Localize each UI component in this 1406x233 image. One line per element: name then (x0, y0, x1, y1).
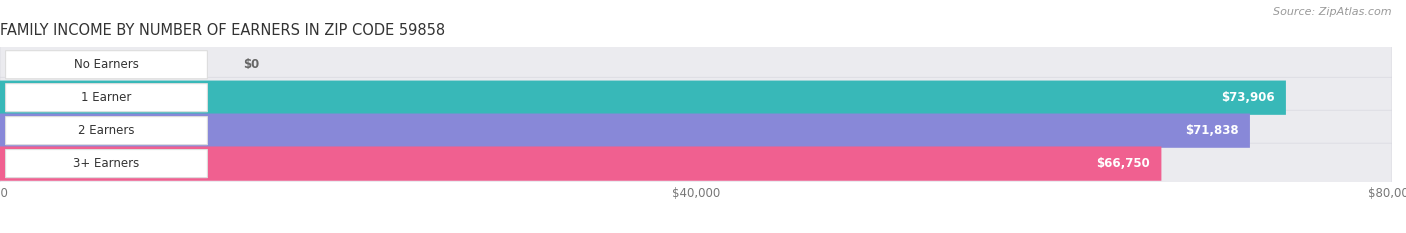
FancyBboxPatch shape (0, 110, 1392, 151)
FancyBboxPatch shape (0, 77, 1392, 118)
FancyBboxPatch shape (6, 84, 208, 112)
Text: 1 Earner: 1 Earner (82, 91, 132, 104)
Text: FAMILY INCOME BY NUMBER OF EARNERS IN ZIP CODE 59858: FAMILY INCOME BY NUMBER OF EARNERS IN ZI… (0, 24, 446, 38)
Text: 3+ Earners: 3+ Earners (73, 157, 139, 170)
Text: Source: ZipAtlas.com: Source: ZipAtlas.com (1274, 7, 1392, 17)
FancyBboxPatch shape (0, 113, 1250, 148)
Text: $0: $0 (243, 58, 260, 71)
FancyBboxPatch shape (0, 147, 1161, 181)
Text: $66,750: $66,750 (1097, 157, 1150, 170)
FancyBboxPatch shape (6, 116, 208, 145)
FancyBboxPatch shape (0, 81, 1286, 115)
Text: 2 Earners: 2 Earners (79, 124, 135, 137)
FancyBboxPatch shape (0, 44, 1392, 85)
FancyBboxPatch shape (6, 150, 208, 178)
Text: $71,838: $71,838 (1185, 124, 1239, 137)
Text: $73,906: $73,906 (1222, 91, 1275, 104)
FancyBboxPatch shape (0, 143, 1392, 184)
FancyBboxPatch shape (6, 51, 208, 79)
Text: No Earners: No Earners (75, 58, 139, 71)
